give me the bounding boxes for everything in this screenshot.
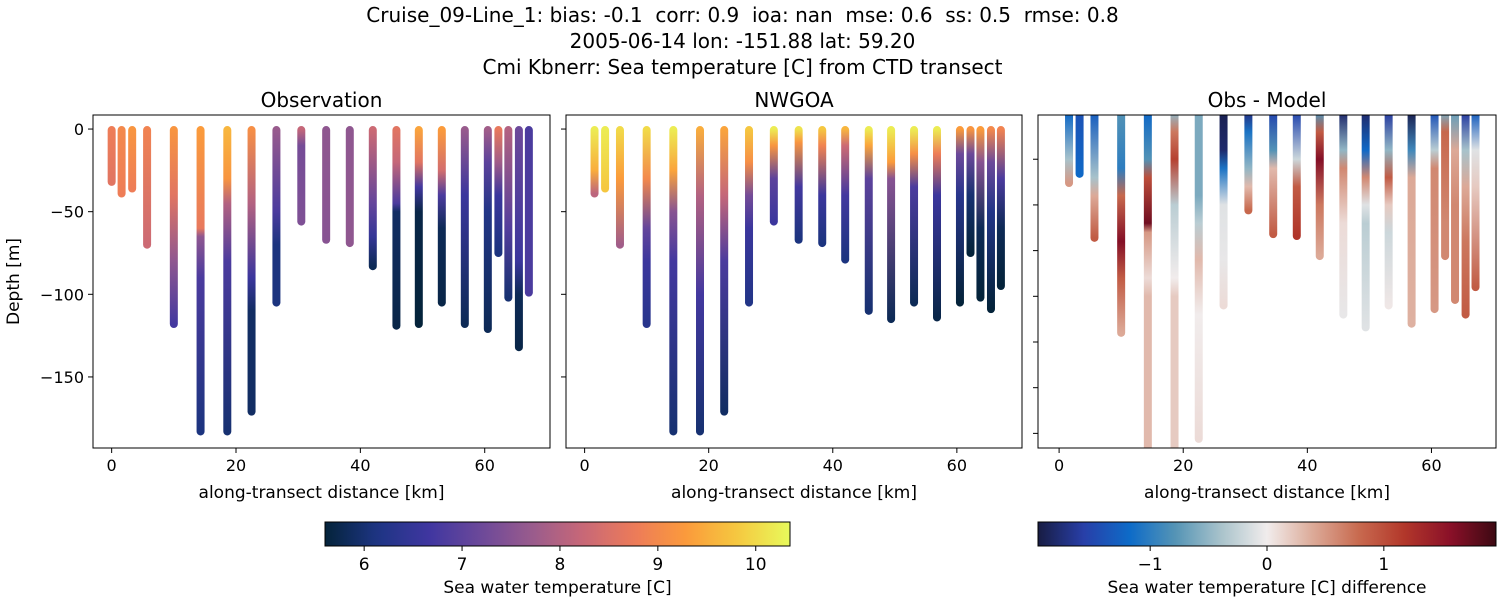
x-tick-label: 20 <box>1173 456 1193 475</box>
colorbar-tick-label: 7 <box>457 555 468 575</box>
panel-model: NWGOA 0 20 40 60 along-transect distance [km] <box>561 88 1023 503</box>
y-tick-label: −150 <box>40 368 84 387</box>
axes-frame <box>92 114 551 449</box>
panel-title: Observation <box>261 88 383 112</box>
x-axis-label: along-transect distance [km] <box>671 483 917 503</box>
colorbar-bar <box>324 521 791 547</box>
x-tick-label: 40 <box>823 456 843 475</box>
profile-marks <box>590 126 1005 436</box>
panel-title: Obs - Model <box>1208 88 1327 112</box>
x-axis-label: along-transect distance [km] <box>199 483 445 503</box>
x-tick-label: 20 <box>699 456 719 475</box>
colorbar-thermal: 6 7 8 9 10 Sea water temperature [C] <box>324 521 791 598</box>
colorbar-label: Sea water temperature [C] <box>443 578 671 598</box>
colorbar-tick-label: 9 <box>652 555 663 575</box>
x-tick-label: 60 <box>475 456 495 475</box>
profile-marks <box>107 126 533 436</box>
panel-title: NWGOA <box>754 88 834 112</box>
x-tick-label: 60 <box>1421 456 1441 475</box>
colorbar-tick-label: 10 <box>745 555 767 575</box>
panel-diff: Obs - Model 0 20 40 60 along-transect distanc… <box>1033 88 1497 503</box>
x-axis-label: along-transect distance [km] <box>1144 483 1390 503</box>
x-tick-label: 0 <box>580 456 590 475</box>
y-tick-label: −50 <box>50 203 84 222</box>
figure-title-line-2: 2005-06-14 lon: -151.88 lat: 59.20 <box>569 29 916 53</box>
colorbar-tick-label: 8 <box>555 555 566 575</box>
x-tick-label: 40 <box>1297 456 1317 475</box>
profile-marks <box>1065 115 1480 448</box>
y-axis-label: Depth [m] <box>4 238 24 325</box>
colorbar-balance: −1 0 1 Sea water temperature [C] difference <box>1037 521 1497 598</box>
y-tick-label: 0 <box>74 120 84 139</box>
x-tick-label: 20 <box>226 456 246 475</box>
x-tick-label: 0 <box>1054 456 1064 475</box>
panel-obs: Observation 0 20 40 60 along-transect distanc… <box>4 88 551 503</box>
figure-title-line-1: Cruise_09-Line_1: bias: -0.1 corr: 0.9 i… <box>366 3 1119 27</box>
x-tick-label: 40 <box>350 456 370 475</box>
colorbar-label: Sea water temperature [C] difference <box>1107 578 1426 598</box>
colorbar-tick-label: 6 <box>359 555 370 575</box>
colorbar-tick-label: −1 <box>1138 555 1163 575</box>
y-tick-label: −100 <box>40 285 84 304</box>
x-tick-label: 0 <box>107 456 117 475</box>
x-tick-label: 60 <box>947 456 967 475</box>
colorbar-bar <box>1037 521 1497 547</box>
axes-frame <box>565 114 1023 449</box>
figure-title-line-3: Cmi Kbnerr: Sea temperature [C] from CTD… <box>482 55 1003 79</box>
colorbar-tick-label: 0 <box>1262 555 1273 575</box>
axes-frame <box>1037 114 1497 449</box>
colorbar-tick-label: 1 <box>1378 555 1389 575</box>
